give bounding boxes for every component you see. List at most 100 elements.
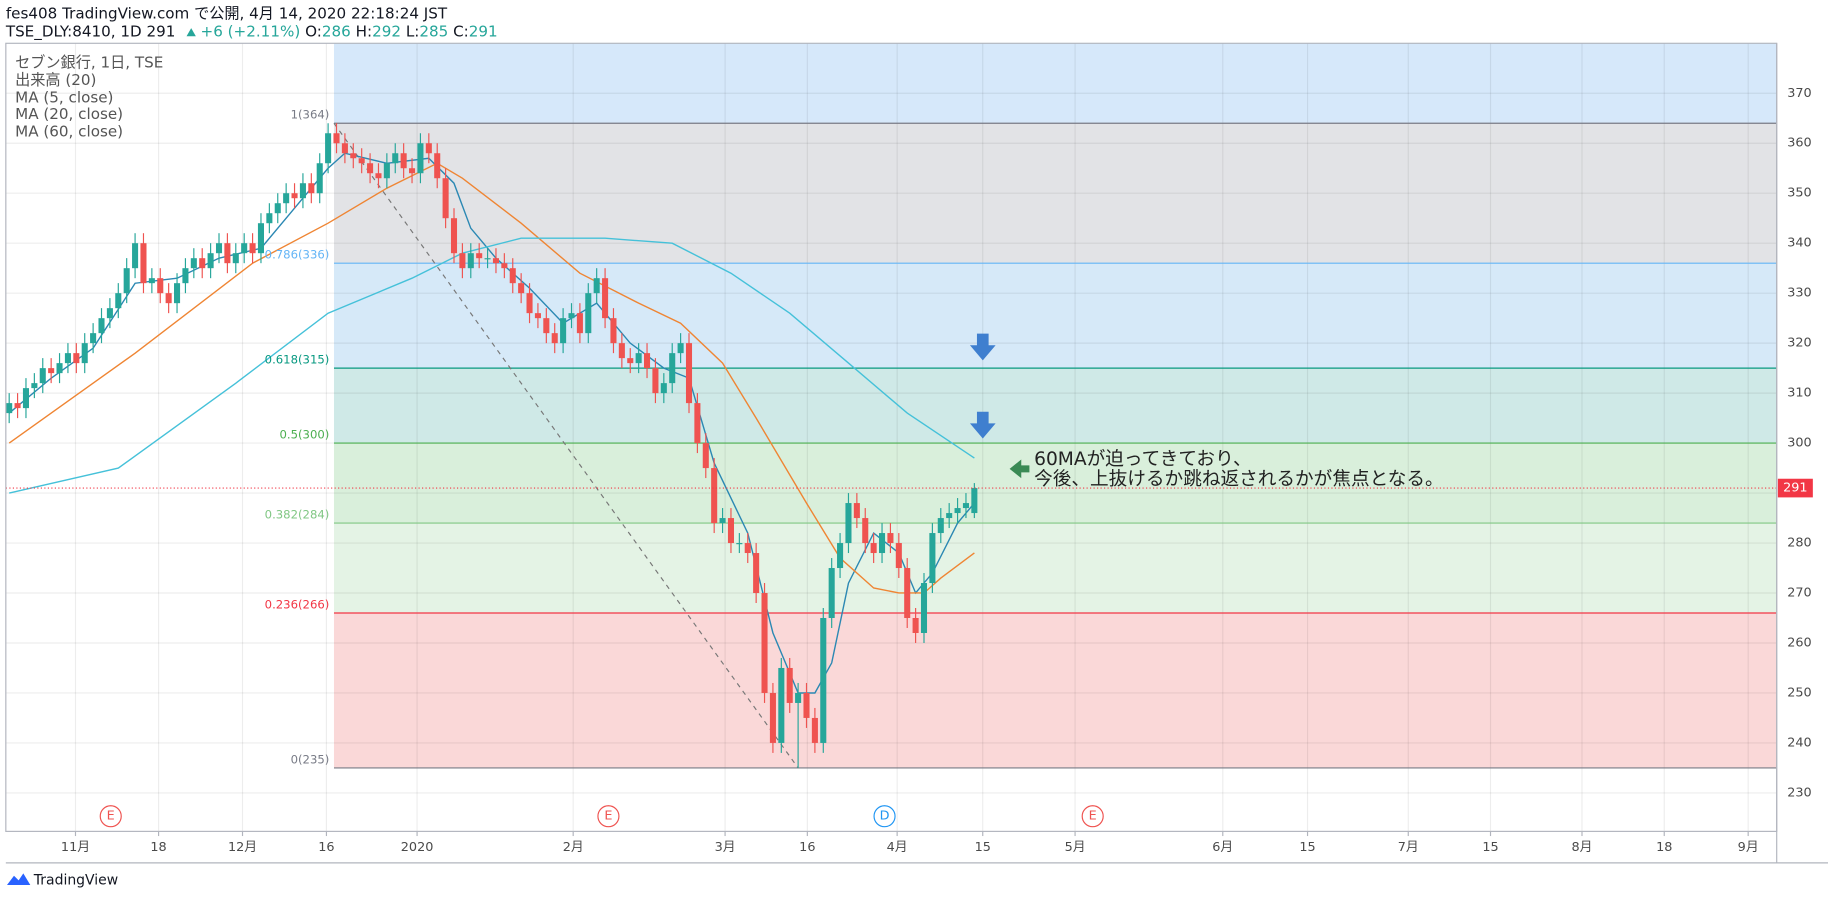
candle-body	[132, 243, 139, 269]
candle-body	[417, 143, 424, 174]
candle-body	[409, 168, 416, 174]
candle-body	[434, 153, 441, 179]
last-price-label: 291	[1783, 481, 1807, 496]
symbol: TSE_DLY:8410, 1D	[5, 22, 142, 41]
ohlc-value: 291	[469, 22, 498, 40]
candle-body	[257, 223, 265, 254]
candle-body	[845, 503, 852, 544]
candle-body	[190, 258, 197, 269]
brand: TradingView	[33, 872, 118, 888]
candle-body	[627, 358, 634, 364]
candle-body	[811, 717, 818, 743]
candle-body	[492, 258, 499, 264]
x-tick-label: 8月	[1572, 840, 1593, 855]
candle-body	[6, 403, 13, 414]
candle-body	[299, 183, 306, 199]
candle-body	[576, 313, 583, 334]
candle-body	[786, 667, 793, 703]
fib-band	[333, 263, 1777, 369]
event-label: E	[604, 809, 612, 824]
arrow-icons	[969, 333, 996, 439]
left-arrow	[1009, 459, 1030, 479]
candle-body	[182, 268, 189, 284]
y-tick-label: 270	[1787, 586, 1811, 601]
candle-body	[853, 503, 860, 519]
fib-band	[333, 123, 1777, 264]
candle-body	[753, 553, 760, 594]
candle-body	[551, 333, 558, 344]
y-tick-label: 250	[1787, 685, 1811, 700]
last-price-box	[1777, 478, 1813, 498]
candle-body	[769, 692, 776, 743]
candle-body	[476, 253, 483, 259]
candle-body	[392, 153, 399, 164]
x-tick-label: 7月	[1398, 840, 1419, 855]
candle-body	[425, 143, 432, 154]
candle-body	[14, 403, 21, 409]
y-tick-label: 280	[1787, 536, 1811, 551]
candle-body	[199, 258, 206, 269]
candle-body	[341, 143, 348, 154]
candle-body	[946, 513, 953, 519]
candle-body	[215, 243, 223, 254]
fib-label: 1(364)	[291, 108, 330, 122]
candle-body	[518, 283, 525, 294]
x-tick-label: 18	[150, 840, 166, 855]
fib-band	[333, 43, 1777, 124]
ma-line	[8, 162, 975, 594]
x-tick-label: 18	[1656, 840, 1672, 855]
fib-label: 0(235)	[291, 752, 330, 766]
candle-body	[106, 308, 113, 319]
change: +6 (+2.11%)	[201, 22, 301, 40]
candle-body	[744, 543, 751, 554]
candle-body	[862, 518, 869, 544]
candle-body	[157, 278, 164, 294]
candle-body	[820, 617, 827, 743]
candle-body	[39, 368, 46, 384]
legend-volume: 出来高 (20)	[15, 71, 96, 89]
candle-body	[291, 193, 298, 199]
candle-body	[123, 268, 130, 294]
trend-line	[333, 122, 799, 769]
legend-entry: MA (20, close)	[15, 105, 123, 123]
ohlc-key: H:	[356, 22, 372, 40]
candle-body	[837, 543, 844, 569]
candle-body	[333, 133, 340, 144]
fib-label: 0.382(284)	[265, 507, 330, 521]
candle-body	[736, 543, 743, 545]
candle-body	[560, 318, 567, 344]
x-tick-label: 15	[975, 840, 991, 855]
candle-body	[400, 153, 407, 169]
ma-line	[9, 237, 975, 494]
candle-body	[711, 468, 718, 524]
candle-body	[610, 318, 617, 344]
candle-body	[98, 318, 105, 334]
candle-body	[375, 173, 382, 179]
x-tick-label: 5月	[1065, 840, 1086, 855]
x-tick-label: 11月	[61, 840, 90, 855]
candle-body	[81, 343, 88, 364]
candle-body	[971, 488, 978, 514]
candle-body	[207, 253, 214, 269]
candle-body	[308, 183, 315, 194]
legend-title: セブン銀行, 1日, TSE	[15, 54, 163, 72]
candle-body	[325, 133, 332, 164]
x-tick-label: 3月	[715, 840, 736, 855]
ohlc-value: 285	[419, 22, 448, 40]
candle-body	[618, 343, 625, 359]
event-marker	[597, 805, 620, 828]
candle-body	[249, 243, 256, 254]
ohlc-value: 292	[372, 22, 401, 40]
candle-body	[585, 293, 592, 334]
ohlc-value: 286	[322, 22, 351, 40]
candle-body	[895, 543, 902, 569]
candle-body	[568, 313, 575, 319]
candle-body	[887, 533, 894, 544]
event-marker	[873, 805, 896, 828]
candle-body	[467, 253, 474, 269]
candle-body	[962, 503, 969, 509]
x-tick-label: 15	[1482, 840, 1498, 855]
candle-body	[702, 443, 709, 469]
